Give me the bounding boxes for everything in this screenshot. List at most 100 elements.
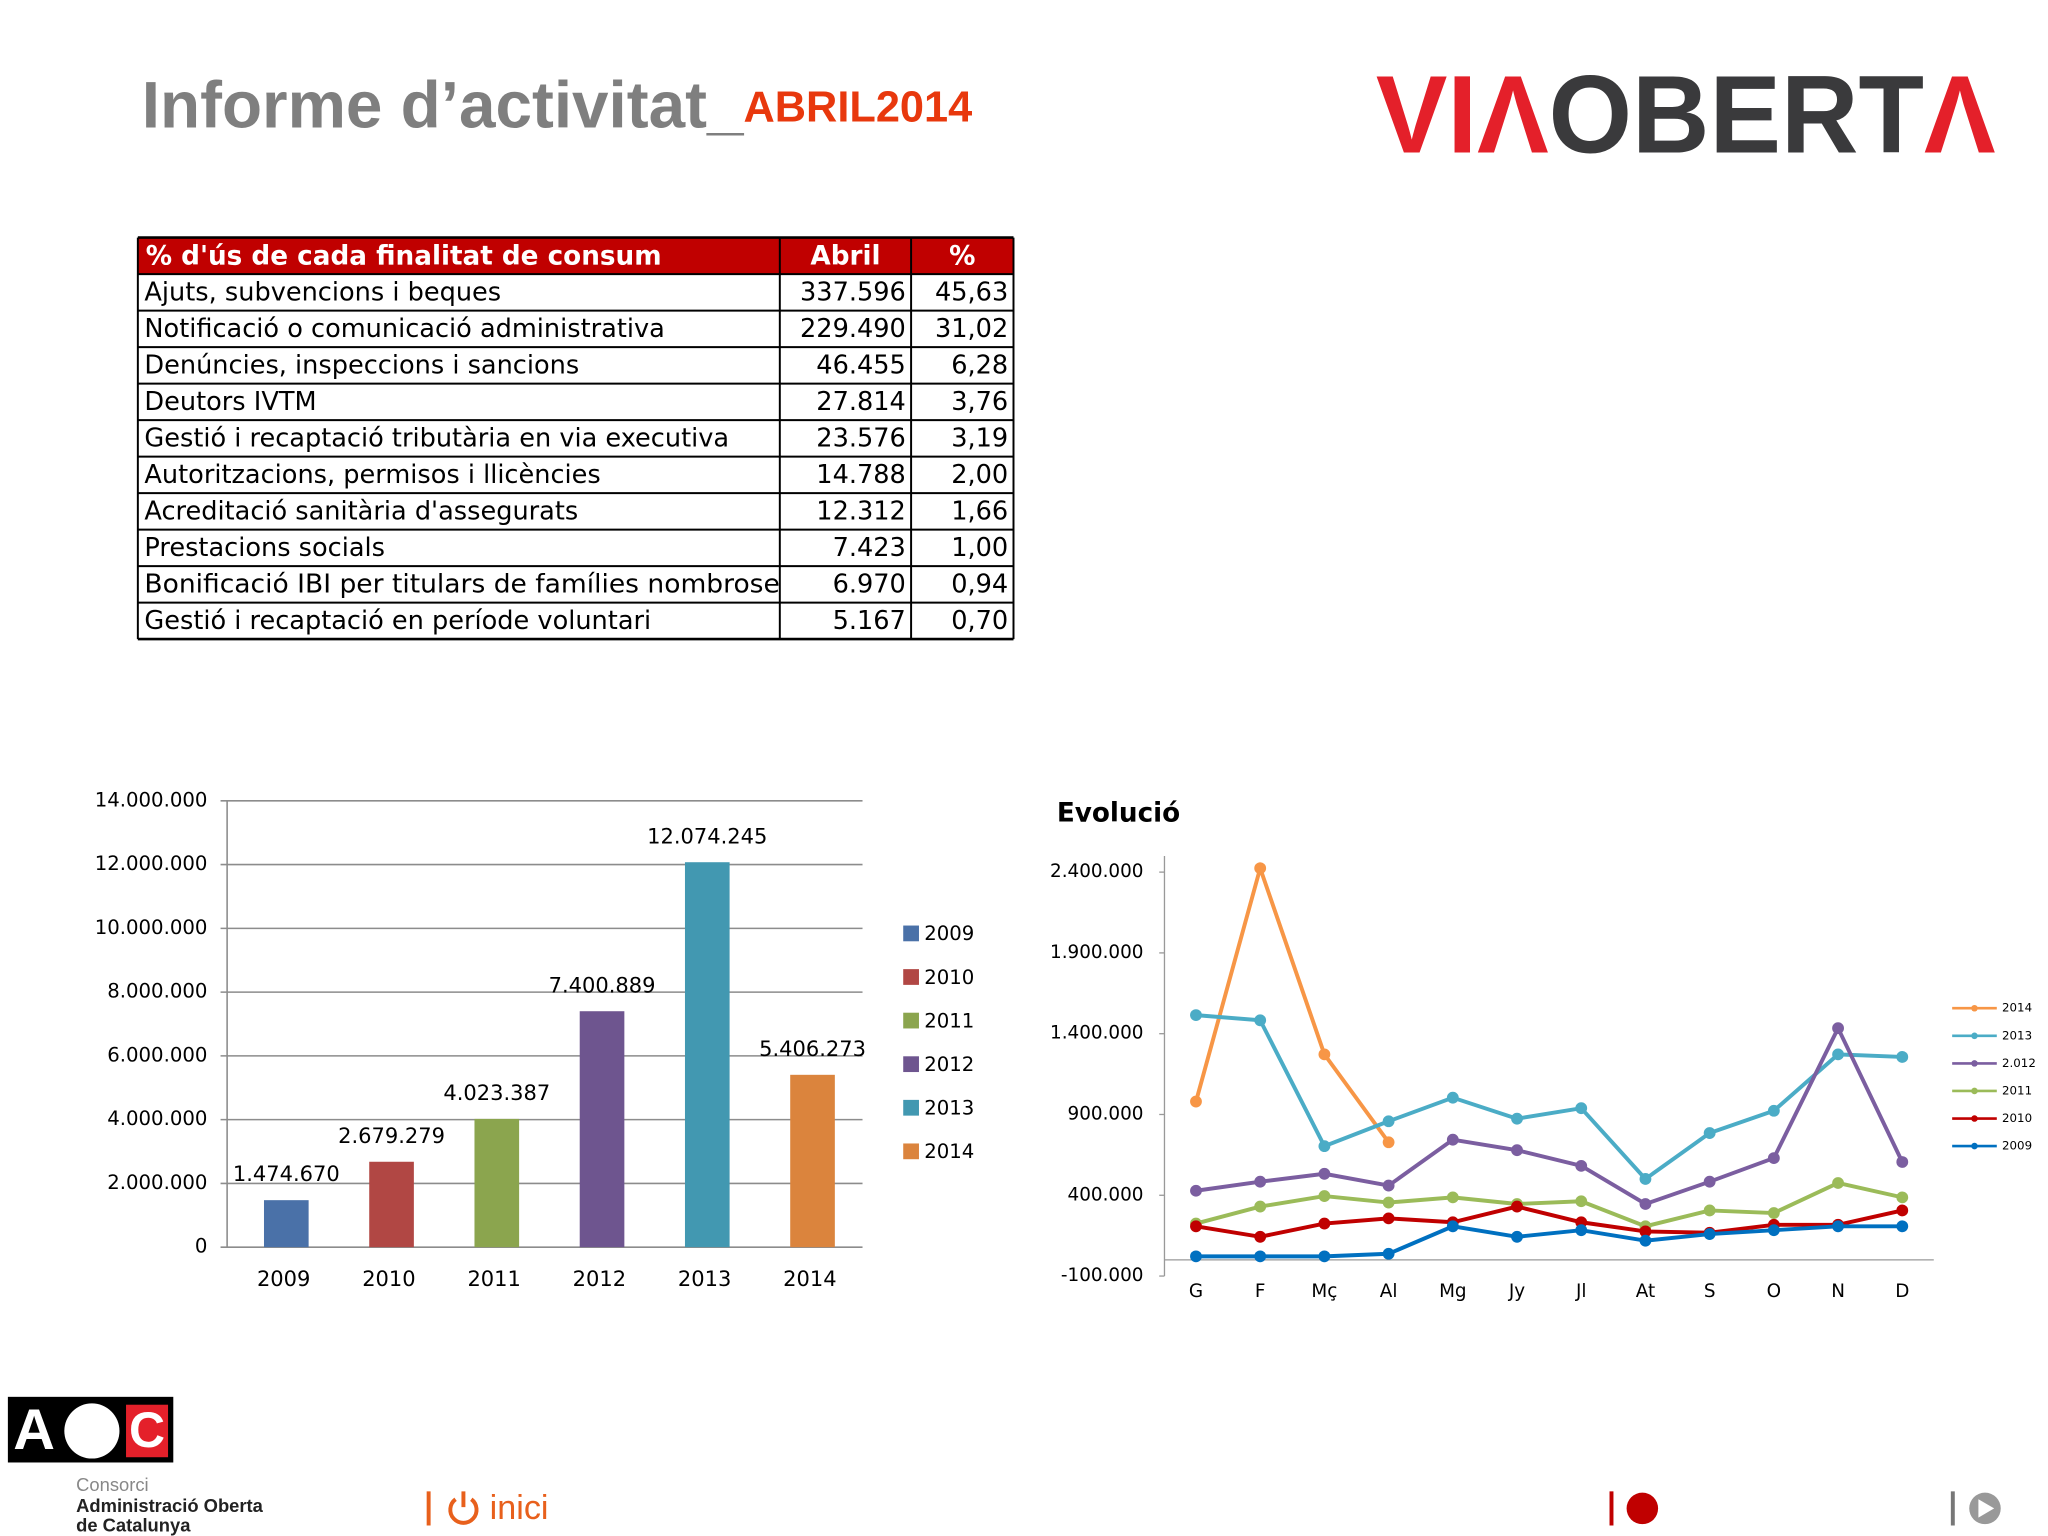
point [1190, 1009, 1202, 1022]
table-cell: 0,94 [951, 570, 1008, 600]
table-cell: 7.423 [833, 533, 906, 563]
point [1896, 1156, 1909, 1168]
y-tick-label: 14.000.000 [95, 788, 208, 811]
legend-dot [1971, 1115, 1978, 1122]
home-button[interactable]: inici [426, 1489, 549, 1527]
table-cell: 5.167 [833, 606, 906, 636]
y-tick-label: 2.000.000 [107, 1171, 207, 1194]
point [1703, 1127, 1716, 1139]
table-cell: 45,63 [935, 278, 1008, 308]
point [1767, 1152, 1780, 1165]
legend-swatch [903, 925, 919, 942]
point [1575, 1224, 1588, 1237]
bar [684, 862, 730, 1248]
point [1382, 1212, 1395, 1225]
series-line [1195, 1013, 1903, 1182]
table-cell: 6.970 [833, 570, 906, 600]
legend-label: 2.012 [2002, 1056, 2036, 1070]
subtitle: ABRIL2014 [744, 84, 973, 132]
x-tick-label: G [1189, 1281, 1203, 1302]
chart-title: Evolució [1057, 798, 1180, 828]
point [1896, 1204, 1909, 1217]
point [1511, 1112, 1523, 1125]
legend-label: 2011 [2002, 1083, 2032, 1097]
point [1190, 1095, 1202, 1108]
footer-line: Administració Oberta [76, 1495, 263, 1516]
table-cell: Deutors IVTM [144, 387, 316, 417]
table-cell: Prestacions socials [144, 533, 385, 563]
stop-button[interactable] [1626, 1492, 1659, 1525]
y-tick-label: 0 [195, 1235, 208, 1258]
point [1575, 1195, 1588, 1208]
series-line [1195, 1204, 1903, 1239]
point [1446, 1091, 1459, 1104]
legend-label: 2013 [2002, 1028, 2032, 1042]
aoc-letter: C [129, 1402, 165, 1458]
legend-label: 2010 [924, 966, 974, 989]
y-tick-label: 8.000.000 [107, 980, 207, 1003]
point [1575, 1102, 1588, 1115]
table-cell: Notificació o comunicació administrativa [144, 314, 664, 344]
table-cell: Bonificació IBI per titulars de famílies… [144, 570, 779, 600]
point [1639, 1225, 1652, 1238]
legend-label: 2009 [2002, 1139, 2032, 1153]
table-header-cell: % [949, 242, 975, 272]
y-tick-label: 1.900.000 [1050, 942, 1143, 963]
point [1382, 1196, 1395, 1209]
y-tick-label: 1.400.000 [1050, 1023, 1143, 1044]
point [1639, 1198, 1652, 1210]
point [1190, 1184, 1202, 1197]
point [1511, 1200, 1523, 1213]
value-label: 4.023.387 [443, 1081, 550, 1105]
point [1511, 1230, 1523, 1243]
y-tick-label: 6.000.000 [107, 1043, 207, 1066]
point [1318, 1140, 1331, 1153]
logo-part: Λ [1924, 54, 1996, 177]
x-tick-label: 2013 [678, 1267, 731, 1291]
point [1767, 1224, 1780, 1237]
table-cell: 1,00 [951, 533, 1008, 563]
point [1703, 1175, 1716, 1188]
home-label[interactable]: inici [490, 1489, 549, 1527]
legend-swatch [903, 1099, 919, 1116]
point [1254, 1250, 1267, 1263]
title-main: Informe d’activitat_ [142, 69, 745, 142]
aoc-letter: A [13, 1398, 55, 1462]
x-tick-label: 2009 [257, 1267, 310, 1291]
table-cell: 6,28 [951, 351, 1008, 381]
point [1190, 1220, 1202, 1233]
bar [474, 1118, 520, 1248]
point [1703, 1204, 1716, 1217]
y-tick-label: 10.000.000 [95, 916, 208, 939]
logo-part: OBERT [1549, 54, 1924, 177]
point [1575, 1159, 1588, 1172]
point [1318, 1190, 1331, 1202]
logo-part: VIΛ [1376, 54, 1549, 177]
legend-label: 2014 [924, 1140, 974, 1163]
legend-label: 2012 [924, 1053, 974, 1076]
legend-label: 2010 [2002, 1111, 2032, 1125]
aoc-red [126, 1404, 169, 1458]
table-cell: Autoritzacions, permisos i llicències [144, 460, 600, 490]
x-tick-label: Al [1380, 1281, 1398, 1302]
table-cell: Acreditació sanitària d'assegurats [144, 497, 578, 527]
separator [1950, 1491, 1955, 1526]
table-cell: 3,76 [951, 387, 1008, 417]
x-tick-label: 2014 [783, 1267, 836, 1291]
series-line [1194, 861, 1391, 1144]
bar [263, 1200, 309, 1248]
table-cell: 12.312 [816, 497, 906, 527]
table-cell: Gestió i recaptació en període voluntari [144, 606, 651, 636]
point [1382, 1115, 1395, 1128]
table-header-cell: Abril [810, 242, 880, 272]
x-tick-label: O [1767, 1281, 1781, 1302]
footer: A O C Consorci Administració Oberta de C… [7, 1396, 2001, 1536]
point [1254, 1230, 1267, 1243]
x-tick-label: 2010 [362, 1267, 415, 1291]
point [1382, 1136, 1395, 1149]
value-label: 2.679.279 [338, 1124, 445, 1148]
legend-swatch [903, 1143, 919, 1160]
point [1767, 1104, 1780, 1117]
line-chart: Evolució -100.000 400.000 900.000 1.400.000 1… [1050, 798, 2036, 1301]
